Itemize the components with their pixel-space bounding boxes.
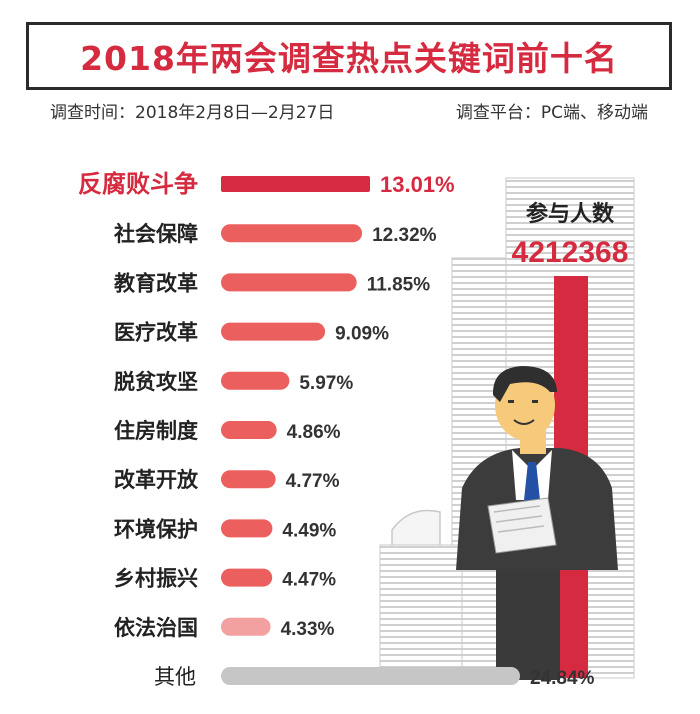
title-box: 2018年两会调查热点关键词前十名 — [26, 22, 672, 90]
bar-0 — [221, 176, 370, 192]
bar-9 — [221, 617, 271, 636]
survey-platform: 调查平台：PC端、移动端 — [455, 103, 648, 123]
participants-label: 参与人数 — [526, 201, 615, 227]
paper-stack-small — [379, 544, 463, 679]
value-label-6: 4.77% — [286, 471, 340, 492]
bar-2 — [221, 273, 357, 292]
person-face — [495, 370, 555, 440]
person-eye-left — [508, 400, 514, 403]
category-label-3: 医疗改革 — [114, 321, 198, 345]
category-label-1: 社会保障 — [113, 222, 198, 246]
value-label-2: 11.85% — [367, 274, 430, 295]
bar-7 — [221, 519, 273, 538]
value-label-7: 4.49% — [282, 520, 336, 541]
bar-6 — [221, 470, 276, 489]
bar-1 — [221, 224, 363, 243]
category-label-10: 其他 — [154, 665, 196, 689]
bar-10 — [221, 667, 520, 685]
participants-count: 4212368 — [512, 236, 629, 269]
category-label-6: 改革开放 — [114, 468, 199, 492]
value-label-5: 4.86% — [287, 422, 341, 443]
category-label-0: 反腐败斗争 — [78, 170, 198, 198]
bar-8 — [221, 568, 273, 587]
category-label-5: 住房制度 — [114, 419, 198, 443]
bar-5 — [221, 421, 277, 439]
survey-time: 调查时间：2018年2月8日—2月27日 — [50, 103, 335, 123]
value-label-10: 24.84% — [530, 668, 595, 689]
category-label-2: 教育改革 — [114, 271, 198, 295]
person-mouth — [513, 419, 535, 425]
paper-lines — [493, 505, 545, 533]
value-label-3: 9.09% — [335, 324, 389, 345]
person-hair — [492, 366, 557, 402]
person-legs — [496, 555, 560, 680]
category-label-7: 环境保护 — [114, 517, 198, 541]
category-label-4: 脱贫攻坚 — [114, 370, 198, 394]
person-eye-right — [532, 400, 538, 403]
bar-group: 反腐败斗争 13.01% 社会保障 12.32% 教育改革 11.85% 医疗改革 9.09%… — [78, 170, 595, 689]
value-label-9: 4.33% — [281, 619, 335, 640]
person-paper — [487, 497, 557, 554]
businessman-illustration — [456, 366, 618, 680]
bar-4 — [221, 371, 290, 390]
category-label-9: 依法治国 — [114, 616, 198, 640]
bar-3 — [221, 322, 326, 341]
value-label-8: 4.47% — [282, 570, 336, 591]
value-label-1: 12.32% — [372, 225, 437, 246]
category-label-8: 乡村振兴 — [114, 567, 198, 591]
value-label-4: 5.97% — [299, 373, 353, 394]
value-label-0: 13.01% — [380, 172, 455, 197]
chart-title: 2018年两会调查热点关键词前十名 — [80, 39, 618, 78]
